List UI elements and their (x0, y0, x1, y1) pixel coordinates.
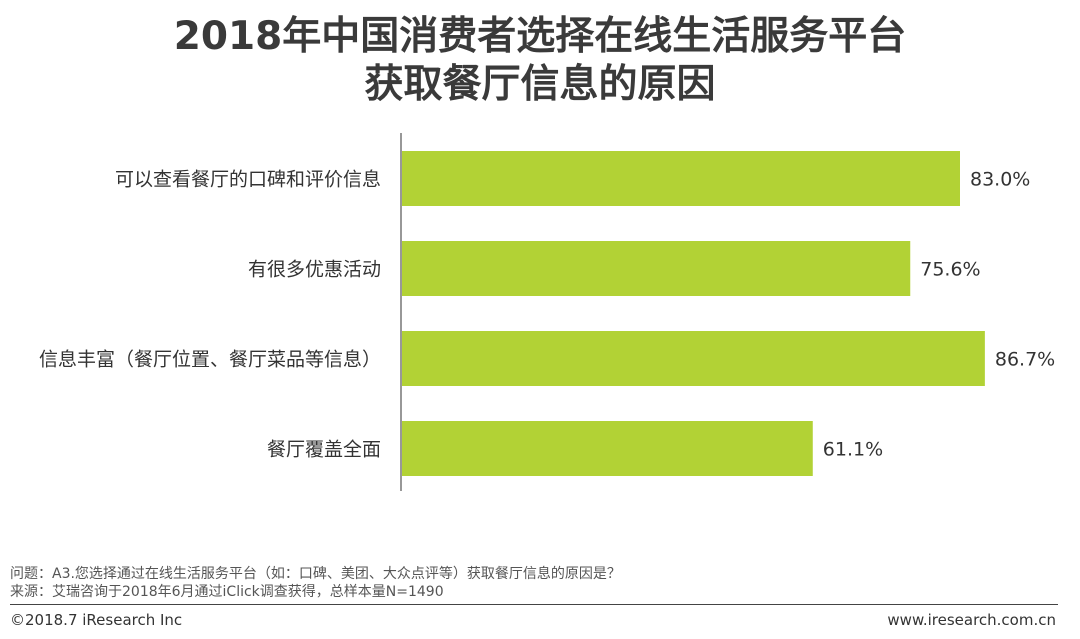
bar-2 (402, 331, 985, 386)
value-label-0: 83.0% (970, 169, 1030, 191)
value-label-3: 61.1% (823, 439, 883, 461)
source-footnote: 来源：艾瑞咨询于2018年6月通过iClick调查获得，总样本量N=1490 (10, 584, 444, 600)
category-label-3: 餐厅覆盖全面 (267, 439, 381, 461)
bar-chart: 可以查看餐厅的口碑和评价信息 83.0% 有很多优惠活动 75.6% 信息丰富（餐厅位置… (39, 133, 1055, 491)
category-label-0: 可以查看餐厅的口碑和评价信息 (115, 169, 381, 191)
chart-subtitle: 获取餐厅信息的原因 (364, 62, 716, 107)
question-footnote: 问题：A3.您选择通过在线生活服务平台（如：口碑、美团、大众点评等）获取餐厅信息… (10, 566, 621, 582)
category-label-2: 信息丰富（餐厅位置、餐厅菜品等信息） (39, 349, 381, 371)
bar-0 (402, 151, 960, 206)
footer-divider (10, 604, 1058, 605)
bar-3 (402, 421, 813, 476)
website-link[interactable]: www.iresearch.com.cn (887, 611, 1056, 629)
category-label-1: 有很多优惠活动 (248, 259, 381, 281)
copyright-text: ©2018.7 iResearch Inc (10, 611, 183, 629)
value-label-1: 75.6% (920, 259, 980, 281)
bar-1 (402, 241, 911, 296)
value-label-2: 86.7% (995, 349, 1055, 371)
chart-title: 2018年中国消费者选择在线生活服务平台 (173, 14, 907, 59)
